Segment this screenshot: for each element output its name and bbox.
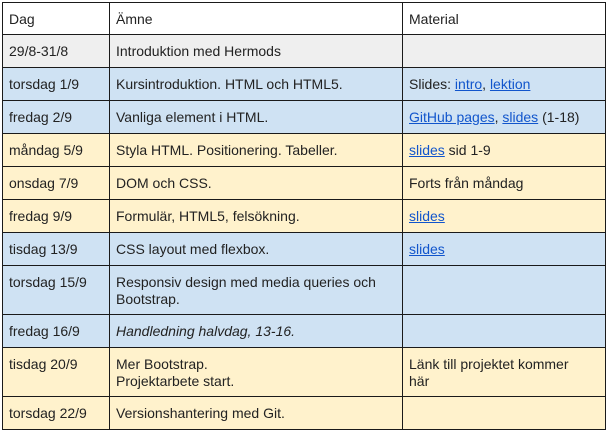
material-cell (402, 396, 606, 430)
table-row: tisdag 20/9 Mer Bootstrap. Projektarbete s… (2, 347, 606, 397)
day-cell: fredag 9/9 (2, 199, 110, 233)
table-row: tisdag 13/9 CSS layout med flexbox. slides (2, 232, 606, 266)
day-cell: måndag 5/9 (2, 133, 110, 167)
topic-line: Projektarbete start. (116, 373, 235, 389)
topic-cell: Mer Bootstrap. Projektarbete start. (109, 347, 403, 397)
material-cell (402, 34, 606, 68)
day-cell: torsdag 1/9 (2, 67, 110, 101)
material-cell: Länk till projektet kommer här (402, 347, 606, 397)
material-text: Slides: (409, 76, 455, 92)
table-row: 29/8-31/8 Introduktion med Hermods (2, 34, 606, 68)
topic-cell: Vanliga element i HTML. (109, 100, 403, 134)
material-line: här (409, 373, 430, 389)
topic-line: Mer Bootstrap. (116, 356, 208, 372)
day-cell: fredag 16/9 (2, 314, 110, 348)
topic-cell: DOM och CSS. (109, 166, 403, 200)
day-cell: torsdag 15/9 (2, 265, 110, 315)
day-cell: tisdag 13/9 (2, 232, 110, 266)
material-cell (402, 265, 606, 315)
material-link[interactable]: lektion (489, 76, 531, 92)
table-row: torsdag 1/9 Kursintroduktion. HTML och HT… (2, 67, 606, 101)
table-row: fredag 9/9 Formulär, HTML5, felsökning. sl… (2, 199, 606, 233)
day-cell: fredag 2/9 (2, 100, 110, 134)
material-text: Forts från måndag (409, 175, 524, 191)
table-row: torsdag 15/9 Responsiv design med media q… (2, 265, 606, 315)
topic-cell: Handledning halvdag, 13-16. (109, 314, 403, 348)
material-link[interactable]: slides (409, 142, 445, 158)
header-topic: Ämne (109, 2, 403, 35)
table-row: måndag 5/9 Styla HTML. Positionering. Tab… (2, 133, 606, 167)
material-text: , (482, 76, 490, 92)
day-cell: tisdag 20/9 (2, 347, 110, 397)
table-row: fredag 16/9 Handledning halvdag, 13-16. (2, 314, 606, 348)
material-text: (1-18) (538, 109, 580, 125)
topic-cell: Styla HTML. Positionering. Tabeller. (109, 133, 403, 167)
material-text: sid 1-9 (444, 142, 491, 158)
material-cell (402, 314, 606, 348)
material-link[interactable]: slides (409, 208, 445, 224)
topic-line: Responsiv design med media queries och (116, 274, 376, 290)
material-cell: Forts från måndag (402, 166, 606, 200)
material-line: Länk till projektet kommer (409, 356, 569, 372)
table-row: torsdag 22/9 Versionshantering med Git. (2, 396, 606, 430)
material-link[interactable]: GitHub pages (409, 109, 495, 125)
day-cell: torsdag 22/9 (2, 396, 110, 430)
material-link[interactable]: slides (502, 109, 539, 125)
table-row: onsdag 7/9 DOM och CSS. Forts från måndag (2, 166, 606, 200)
material-link[interactable]: slides (409, 241, 445, 257)
material-cell: GitHub pages, slides (1-18) (402, 100, 606, 134)
day-cell: onsdag 7/9 (2, 166, 110, 200)
material-text: , (494, 109, 503, 125)
material-link[interactable]: intro (454, 76, 483, 92)
material-cell: slides (402, 199, 606, 233)
topic-cell: Responsiv design med media queries och Bo… (109, 265, 403, 315)
topic-cell: Kursintroduktion. HTML och HTML5. (109, 67, 403, 101)
topic-cell: Versionshantering med Git. (109, 396, 403, 430)
material-cell: slides sid 1-9 (402, 133, 606, 167)
day-cell: 29/8-31/8 (2, 34, 110, 68)
material-cell: Slides: intro, lektion (402, 67, 606, 101)
topic-line: Bootstrap. (116, 291, 180, 307)
table-row: fredag 2/9 Vanliga element i HTML. GitHub … (2, 100, 606, 134)
schedule-body: 29/8-31/8 Introduktion med Hermods torsdag… (2, 34, 606, 430)
topic-cell: Formulär, HTML5, felsökning. (109, 199, 403, 233)
schedule-table: Dag Ämne Material 29/8-31/8 Introduktion … (2, 2, 606, 430)
header-day: Dag (2, 2, 110, 35)
material-cell: slides (402, 232, 606, 266)
topic-cell: CSS layout med flexbox. (109, 232, 403, 266)
header-row: Dag Ämne Material (2, 2, 606, 35)
topic-cell: Introduktion med Hermods (109, 34, 403, 68)
header-material: Material (402, 2, 606, 35)
